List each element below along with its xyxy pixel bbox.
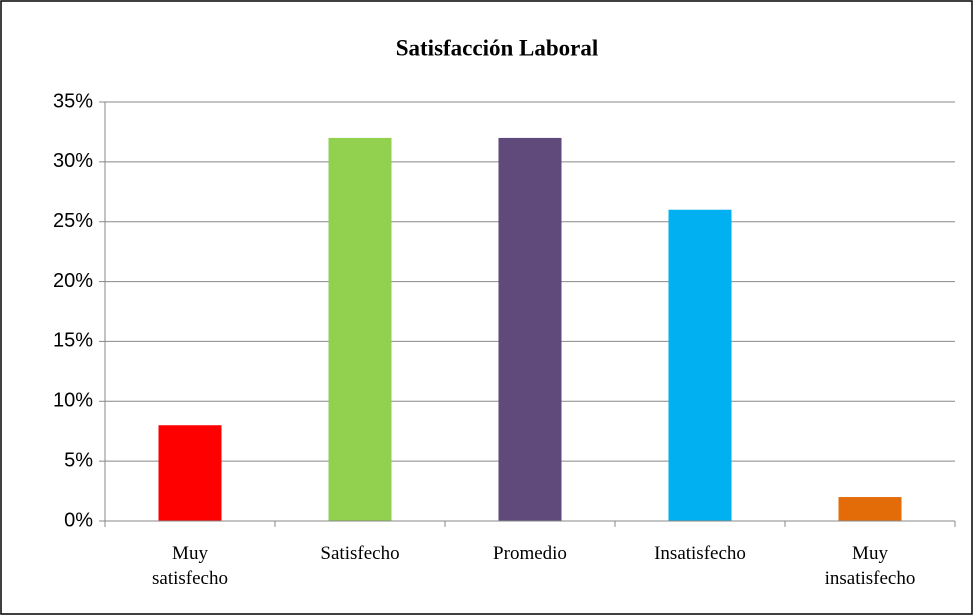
bar xyxy=(838,497,902,521)
y-tick-label: 10% xyxy=(53,390,93,412)
bar xyxy=(328,137,392,521)
x-tick-label: Insatisfecho xyxy=(654,543,746,564)
bar xyxy=(158,425,222,521)
x-tick-label: Promedio xyxy=(493,543,567,564)
y-tick-label: 5% xyxy=(64,449,93,471)
x-tick-label: Muy insatisfecho xyxy=(824,543,916,589)
y-tick-label: 0% xyxy=(64,509,93,531)
y-tick-label: 20% xyxy=(53,270,93,292)
y-tick-label: 15% xyxy=(53,330,93,352)
y-tick-label: 25% xyxy=(53,210,93,232)
x-tick-label: Muy satisfecho xyxy=(152,543,228,589)
x-tick-label: Satisfecho xyxy=(320,543,400,564)
bar xyxy=(498,137,562,521)
chart-title: Satisfacción Laboral xyxy=(396,35,599,60)
y-tick-label: 35% xyxy=(53,90,93,112)
y-tick-label: 30% xyxy=(53,150,93,172)
bar xyxy=(668,209,732,521)
